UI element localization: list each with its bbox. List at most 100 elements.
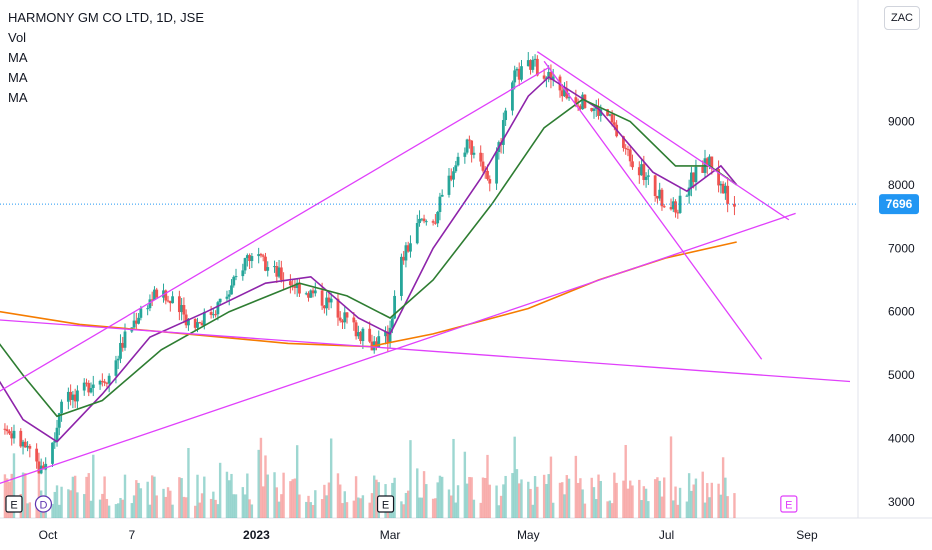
candle-body xyxy=(488,179,492,184)
price-tick-label: 8000 xyxy=(888,178,915,192)
volume-bar xyxy=(499,495,503,518)
candle-body xyxy=(452,171,455,180)
candle-body xyxy=(193,318,197,328)
volume-bar xyxy=(431,498,435,518)
candle-body xyxy=(463,152,467,157)
time-tick-label: Sep xyxy=(796,528,818,542)
volume-bar xyxy=(146,481,149,518)
volume-bar xyxy=(726,496,729,518)
candle-body xyxy=(60,401,63,414)
volume-bar xyxy=(359,498,362,518)
volume-bar xyxy=(216,504,220,518)
candle-body xyxy=(21,441,25,447)
price-tick-label: 9000 xyxy=(888,114,915,128)
dividend-event-marker[interactable] xyxy=(34,495,53,513)
volume-bar xyxy=(339,484,342,518)
price-tick-label: 4000 xyxy=(888,432,915,446)
candle-body xyxy=(216,302,220,315)
candle-body xyxy=(626,148,630,150)
volume-bar xyxy=(454,502,457,518)
indicator-volume-label[interactable]: Vol xyxy=(8,30,27,45)
candle-body xyxy=(705,158,709,167)
trendline-1[interactable] xyxy=(0,212,796,492)
volume-bar xyxy=(595,499,598,518)
candle-body xyxy=(313,290,317,294)
candle-body xyxy=(388,327,392,344)
current-price-label: 7696 xyxy=(886,197,913,211)
volume-bar xyxy=(69,490,72,518)
candle-body xyxy=(511,82,514,111)
volume-bar xyxy=(198,502,201,518)
moving-average-line-1[interactable] xyxy=(0,76,738,443)
candle-body xyxy=(671,201,675,210)
volume-bar xyxy=(422,471,426,518)
volume-bar xyxy=(130,503,133,518)
volume-bar xyxy=(719,494,723,518)
candle-body xyxy=(10,433,14,439)
volume-bar xyxy=(273,472,276,518)
volume-bar xyxy=(21,472,25,518)
volume-bar xyxy=(182,496,186,518)
volume-bar xyxy=(282,472,285,518)
candle-body xyxy=(375,341,378,348)
candle-body xyxy=(248,255,252,262)
candle-body xyxy=(341,320,344,323)
candle-body xyxy=(345,312,349,318)
volume-bar xyxy=(58,504,61,518)
earnings-event-marker[interactable] xyxy=(5,495,23,513)
volume-bar xyxy=(132,495,136,518)
candle-body xyxy=(608,114,612,116)
candle-body xyxy=(51,442,54,464)
trendline-2[interactable] xyxy=(0,67,550,407)
volume-bar xyxy=(150,475,154,518)
candle-body xyxy=(431,221,435,223)
volume-bar xyxy=(420,497,423,518)
candle-body xyxy=(171,296,174,304)
volume-bar xyxy=(60,486,63,518)
volume-bar xyxy=(166,487,170,518)
volume-bar xyxy=(644,488,648,518)
volume-bar xyxy=(309,502,312,518)
volume-bar xyxy=(497,505,501,518)
candle-body xyxy=(386,331,390,344)
indicator-ma-2-label[interactable]: MA xyxy=(8,70,28,85)
time-tick-label: Mar xyxy=(380,528,401,542)
symbol-title[interactable]: HARMONY GM CO LTD, 1D, JSE xyxy=(8,10,204,25)
earnings-event-marker[interactable] xyxy=(780,495,798,513)
candle-body xyxy=(148,299,152,309)
candle-body xyxy=(567,97,571,99)
candle-body xyxy=(3,428,7,430)
volume-bar xyxy=(187,447,190,518)
candle-body xyxy=(166,300,170,302)
trendline-5[interactable] xyxy=(543,60,763,360)
volume-bar xyxy=(218,462,222,518)
indicator-ma-3-label[interactable]: MA xyxy=(8,90,28,105)
candle-body xyxy=(275,266,279,277)
volume-bar xyxy=(228,480,231,518)
trendline-3[interactable] xyxy=(0,318,851,383)
earnings-event-marker[interactable] xyxy=(376,495,395,513)
volume-bar xyxy=(576,482,580,518)
candle-body xyxy=(19,430,23,447)
currency-button[interactable]: ZAC xyxy=(884,6,920,30)
candle-body xyxy=(66,391,70,402)
volume-bar xyxy=(178,477,181,518)
candle-body xyxy=(692,172,696,183)
candle-body xyxy=(266,267,270,271)
volume-bar xyxy=(89,500,93,518)
volume-bar xyxy=(542,474,546,518)
trendline-4[interactable] xyxy=(536,51,790,221)
volume-bar xyxy=(495,485,498,518)
indicator-ma-1-label[interactable]: MA xyxy=(8,50,28,65)
moving-average-line-2[interactable] xyxy=(0,98,738,418)
candle-body xyxy=(209,312,213,315)
candle-body xyxy=(329,298,333,303)
volume-bar xyxy=(615,482,618,518)
candle-body xyxy=(177,296,181,313)
volume-bar xyxy=(148,504,152,518)
candle-body xyxy=(202,312,206,326)
volume-bar xyxy=(259,437,263,518)
candle-body xyxy=(687,187,691,196)
volume-bar xyxy=(12,453,16,518)
